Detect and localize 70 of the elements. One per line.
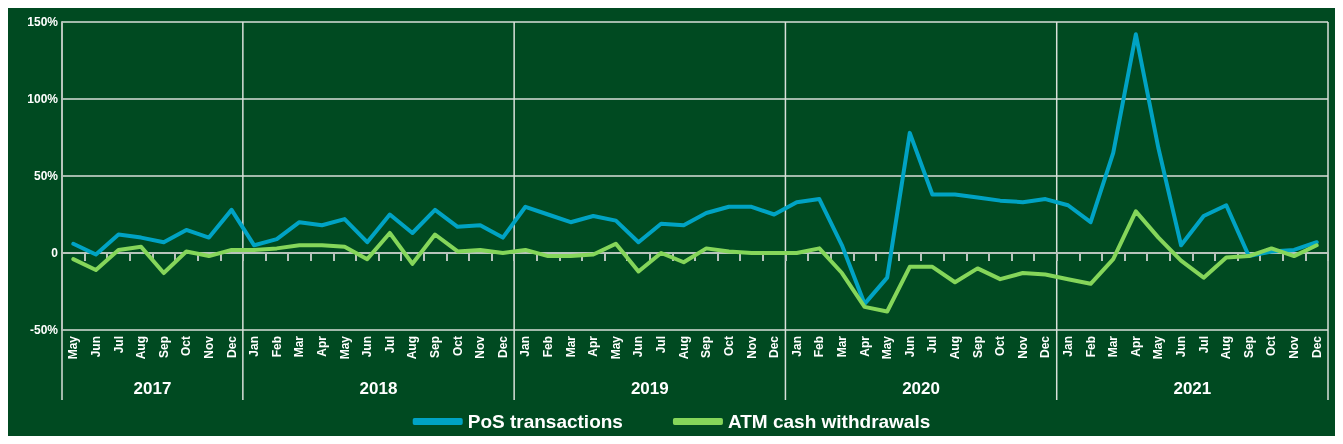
x-tick-label: May <box>880 335 895 360</box>
x-tick-label: May <box>608 335 623 360</box>
y-tick-label: 100% <box>27 92 59 106</box>
x-tick-label: Nov <box>1015 335 1030 359</box>
x-tick-label: Mar <box>563 335 578 358</box>
legend-label: ATM cash withdrawals <box>727 411 931 432</box>
x-tick-label: Nov <box>1287 335 1302 359</box>
x-tick-label: Aug <box>676 336 691 360</box>
x-tick-label: Feb <box>812 336 827 358</box>
x-tick-label: Dec <box>495 335 510 359</box>
text: 2019 <box>630 378 669 398</box>
x-tick-label: Nov <box>473 335 488 359</box>
x-tick-label: Aug <box>134 336 149 360</box>
x-tick-label: Sep <box>156 336 171 359</box>
x-tick-label: Apr <box>586 335 601 357</box>
x-tick-label: Jun <box>1174 336 1189 358</box>
x-tick-label: Nov <box>201 335 216 359</box>
text: 2017 <box>133 378 172 398</box>
x-tick-label: Jun <box>360 336 375 358</box>
line-series <box>71 209 1319 314</box>
x-tick-label: Oct <box>993 336 1008 357</box>
legend-label: PoS transactions <box>467 411 623 432</box>
x-tick-label: Aug <box>947 336 962 360</box>
x-tick-label: Feb <box>541 336 556 358</box>
x-tick-label: Mar <box>834 335 849 358</box>
x-tick-label: Dec <box>767 335 782 359</box>
x-tick-label: May <box>1151 335 1166 360</box>
x-tick-label: Apr <box>1128 335 1143 357</box>
x-tick-label: Dec <box>1309 335 1324 359</box>
x-tick-label: Dec <box>224 335 239 359</box>
x-tick-label: Dec <box>1038 335 1053 359</box>
x-tick-label: May <box>337 335 352 360</box>
x-tick-label: Mar <box>292 335 307 358</box>
y-tick-label: 0 <box>51 246 59 260</box>
x-tick-label: Nov <box>744 335 759 359</box>
x-tick-label: Oct <box>450 336 465 357</box>
x-tick-label: Jun <box>631 336 646 358</box>
x-tick-label: Sep <box>699 336 714 359</box>
x-tick-label: Jul <box>111 336 126 354</box>
x-tick-label: Apr <box>314 335 329 357</box>
x-tick-label: Aug <box>1219 336 1234 360</box>
x-tick-label: Feb <box>1083 336 1098 358</box>
x-tick-label: Aug <box>405 336 420 360</box>
x-tick-label: Jan <box>247 336 262 357</box>
x-tick-label: May <box>66 335 81 360</box>
x-tick-label: Oct <box>179 336 194 357</box>
x-tick-label: Jul <box>654 336 669 354</box>
x-tick-label: Sep <box>1241 336 1256 359</box>
x-tick-label: Sep <box>428 336 443 359</box>
x-tick-label: Jul <box>925 336 940 354</box>
x-tick-label: Jun <box>902 336 917 358</box>
text: 2018 <box>359 378 398 398</box>
x-tick-label: Jul <box>1196 336 1211 354</box>
x-tick-label: Jun <box>88 336 103 358</box>
x-tick-label: Mar <box>1106 335 1121 358</box>
x-tick-label: Oct <box>1264 336 1279 357</box>
y-tick-label: 50% <box>33 169 59 183</box>
text: 2020 <box>902 378 940 398</box>
text: 2021 <box>1173 378 1212 398</box>
x-tick-label: Jan <box>1061 336 1076 357</box>
x-tick-label: Oct <box>721 336 736 357</box>
line-series <box>71 32 1319 306</box>
y-tick-label: 150% <box>27 15 59 29</box>
x-tick-label: Sep <box>970 336 985 359</box>
x-tick-label: Feb <box>269 336 284 358</box>
x-tick-label: Jan <box>518 336 533 357</box>
x-tick-label: Jul <box>382 336 397 354</box>
y-tick-label: -50% <box>29 323 59 337</box>
x-tick-label: Apr <box>857 335 872 357</box>
x-tick-label: Jan <box>789 336 804 357</box>
